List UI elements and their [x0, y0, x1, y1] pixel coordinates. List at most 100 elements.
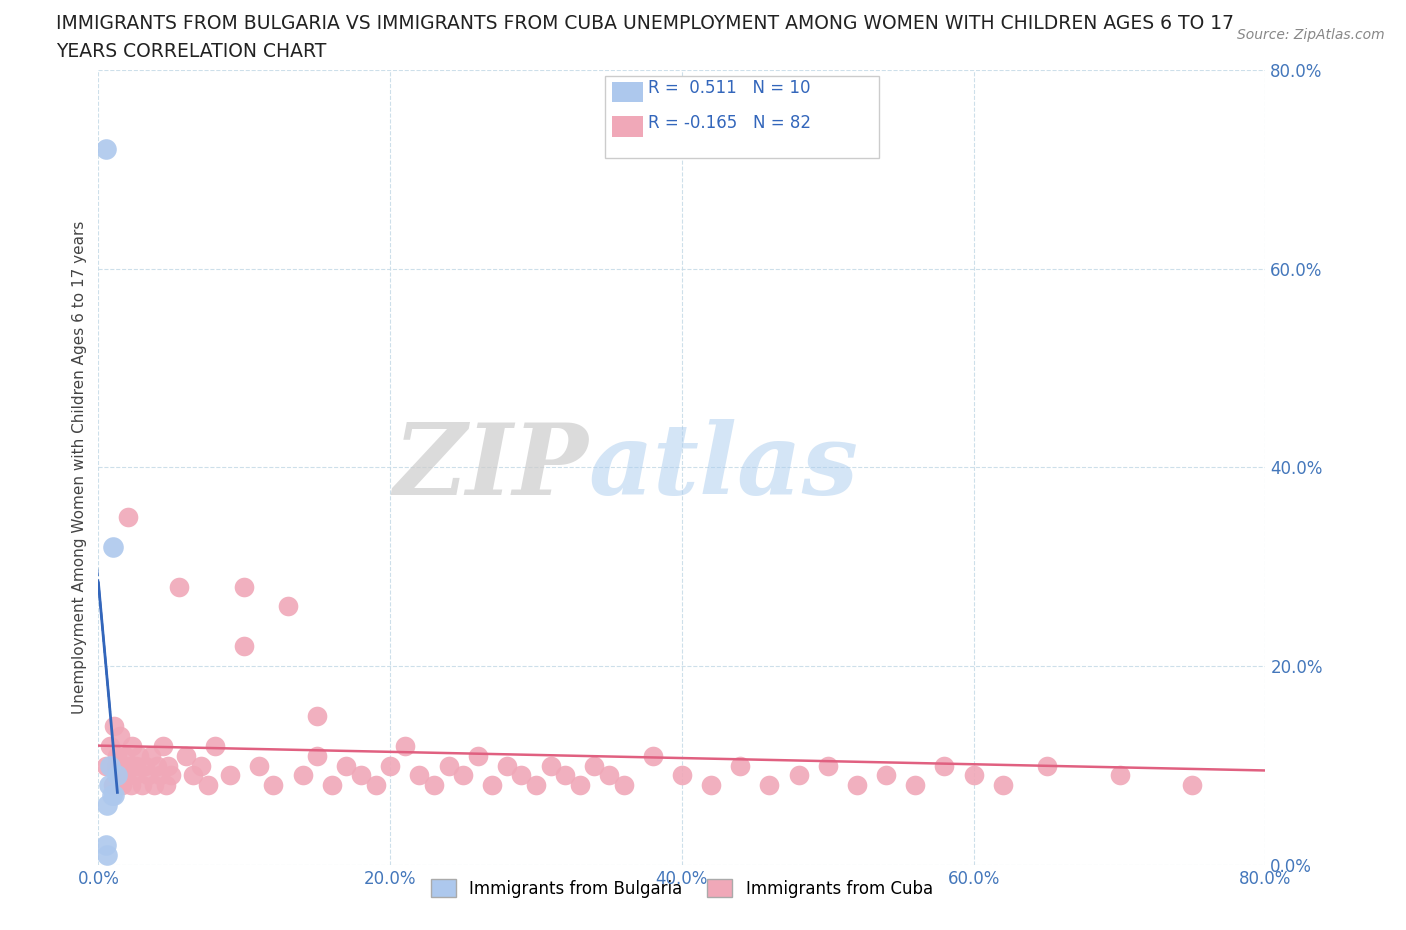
Point [291, 768, 314, 783]
Point [117, 510, 139, 525]
Point [423, 777, 446, 792]
Point [817, 758, 839, 773]
Point [1035, 758, 1057, 773]
Point [204, 738, 226, 753]
Point [111, 777, 134, 792]
Point [218, 768, 240, 783]
Point [152, 738, 174, 753]
Point [583, 758, 606, 773]
Point [307, 748, 329, 763]
Point [394, 738, 416, 753]
Point [125, 758, 148, 773]
Point [510, 768, 533, 783]
Text: atlas: atlas [589, 419, 859, 515]
Point [380, 758, 402, 773]
Point [142, 777, 165, 792]
Point [146, 758, 169, 773]
Point [115, 768, 138, 783]
Point [98, 738, 121, 753]
Point [524, 777, 547, 792]
Point [120, 777, 142, 792]
Point [134, 758, 156, 773]
Point [904, 777, 927, 792]
Point [157, 758, 180, 773]
Point [307, 709, 329, 724]
Point [118, 758, 141, 773]
Point [451, 768, 474, 783]
Point [496, 758, 519, 773]
Point [962, 768, 984, 783]
Y-axis label: Unemployment Among Women with Children Ages 6 to 17 years: Unemployment Among Women with Children A… [72, 220, 87, 714]
Point [104, 758, 127, 773]
Point [94, 838, 117, 853]
Point [730, 758, 752, 773]
Point [103, 788, 125, 803]
Point [481, 777, 503, 792]
Point [262, 777, 284, 792]
Point [101, 539, 124, 554]
Point [335, 758, 357, 773]
Point [167, 579, 190, 594]
Point [131, 777, 153, 792]
Point [321, 777, 343, 792]
Point [787, 768, 810, 783]
Point [114, 748, 136, 763]
Point [110, 728, 132, 743]
Point [846, 777, 869, 792]
Point [105, 768, 128, 783]
Point [350, 768, 373, 783]
Point [758, 777, 780, 792]
Point [155, 777, 177, 792]
Text: ZIP: ZIP [394, 419, 589, 515]
Point [94, 758, 117, 773]
Point [124, 768, 146, 783]
Point [641, 748, 664, 763]
Point [233, 639, 256, 654]
Point [96, 798, 118, 813]
Point [197, 777, 219, 792]
Point [277, 599, 299, 614]
Point [540, 758, 562, 773]
Point [174, 748, 197, 763]
Point [700, 777, 723, 792]
Point [149, 768, 172, 783]
Text: YEARS CORRELATION CHART: YEARS CORRELATION CHART [56, 42, 326, 60]
Point [98, 758, 121, 773]
Point [437, 758, 460, 773]
Text: IMMIGRANTS FROM BULGARIA VS IMMIGRANTS FROM CUBA UNEMPLOYMENT AMONG WOMEN WITH C: IMMIGRANTS FROM BULGARIA VS IMMIGRANTS F… [56, 14, 1234, 33]
Point [364, 777, 387, 792]
Point [190, 758, 212, 773]
Point [103, 718, 125, 733]
Point [97, 777, 120, 792]
Point [94, 142, 117, 157]
Point [233, 579, 256, 594]
Point [875, 768, 897, 783]
Point [598, 768, 620, 783]
Point [1181, 777, 1204, 792]
Text: Source: ZipAtlas.com: Source: ZipAtlas.com [1237, 28, 1385, 42]
Legend: Immigrants from Bulgaria, Immigrants from Cuba: Immigrants from Bulgaria, Immigrants fro… [425, 872, 939, 904]
Point [247, 758, 270, 773]
Point [101, 777, 124, 792]
Point [136, 768, 159, 783]
Point [100, 788, 122, 803]
Point [467, 748, 489, 763]
Point [671, 768, 693, 783]
Point [554, 768, 576, 783]
Point [112, 758, 135, 773]
Point [108, 768, 131, 783]
Point [1108, 768, 1130, 783]
Point [408, 768, 430, 783]
Point [568, 777, 591, 792]
Point [128, 748, 150, 763]
Point [991, 777, 1014, 792]
Point [121, 738, 143, 753]
Point [612, 777, 634, 792]
Point [160, 768, 183, 783]
Point [105, 748, 128, 763]
Text: R =  0.511   N = 10: R = 0.511 N = 10 [648, 79, 811, 98]
Point [181, 768, 204, 783]
Point [934, 758, 956, 773]
Text: R = -0.165   N = 82: R = -0.165 N = 82 [648, 113, 811, 132]
Point [139, 748, 162, 763]
